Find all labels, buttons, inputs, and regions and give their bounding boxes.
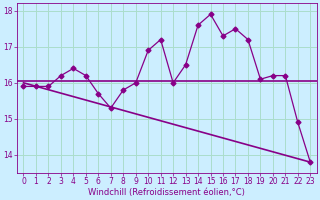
X-axis label: Windchill (Refroidissement éolien,°C): Windchill (Refroidissement éolien,°C) [88, 188, 245, 197]
